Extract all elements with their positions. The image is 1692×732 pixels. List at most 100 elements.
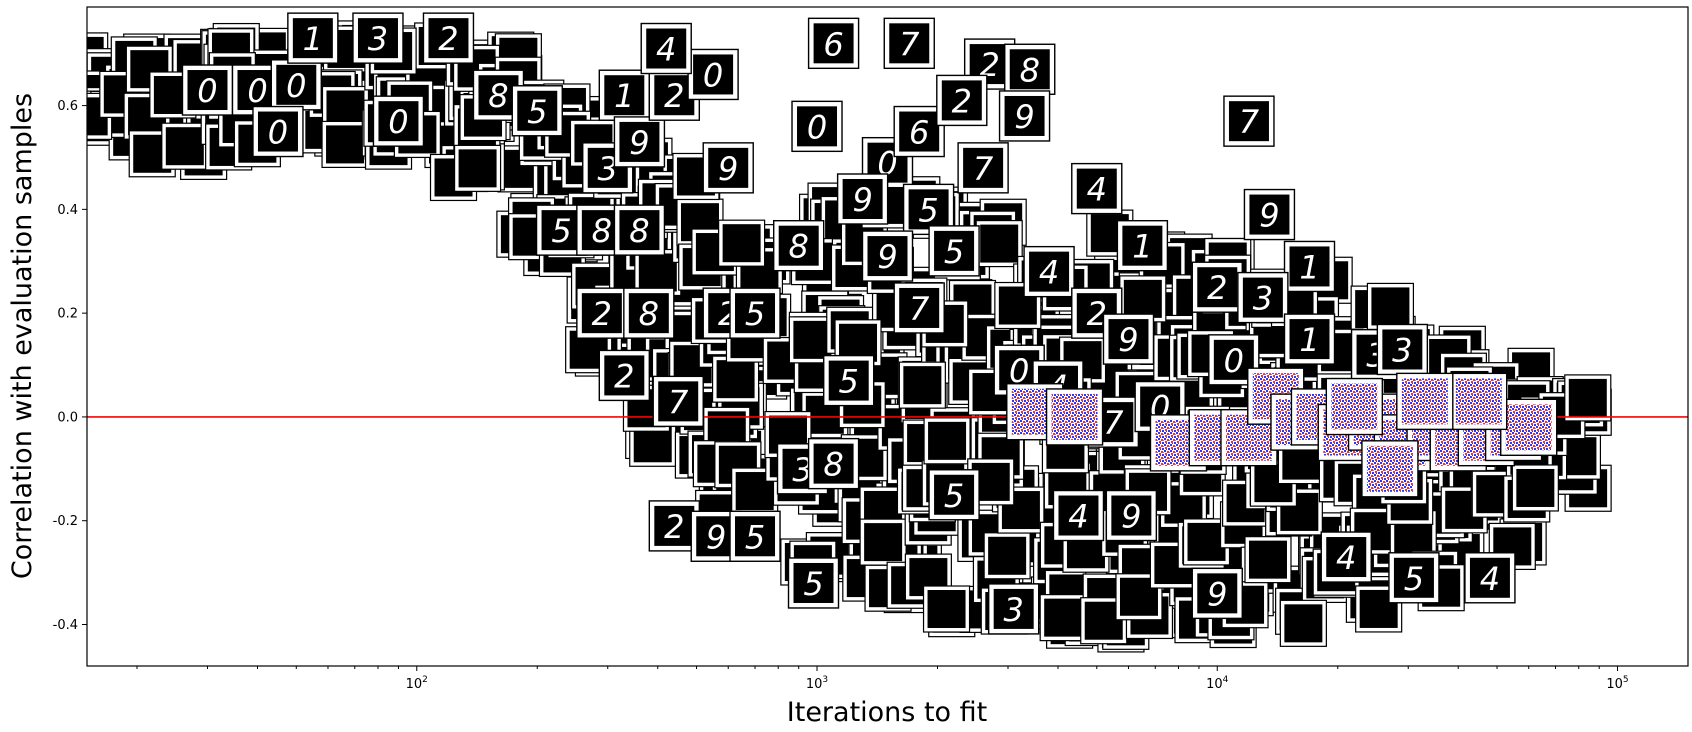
digit-glyph: 5	[745, 295, 765, 333]
noise-thumbnail-marker	[1396, 372, 1454, 431]
digit-thumbnail-marker: 5	[511, 85, 563, 137]
noise-thumbnail-marker	[1450, 372, 1508, 431]
digit-glyph: 9	[1207, 575, 1227, 613]
digit-glyph: 2	[592, 295, 612, 333]
x-tick-label: 105	[1606, 675, 1628, 692]
digit-thumbnail-marker: 0	[687, 48, 739, 101]
digit-thumbnail-marker: 1	[598, 69, 651, 121]
digit-thumbnail-marker: 6	[893, 105, 945, 158]
digit-glyph: 4	[1480, 560, 1500, 598]
digit-thumbnail-marker: 8	[623, 287, 675, 339]
digit-glyph: 5	[551, 212, 571, 250]
digit-glyph: 2	[438, 20, 458, 58]
digit-thumbnail-marker: 5	[928, 225, 980, 277]
digit-thumbnail-marker: 2	[936, 74, 988, 127]
digit-thumbnail-marker: 8	[1004, 43, 1056, 95]
digit-glyph: 1	[1299, 321, 1319, 359]
digit-thumbnail-marker: 9	[1243, 188, 1296, 241]
digit-glyph: 0	[197, 72, 217, 110]
digit-thumbnail-marker: 5	[928, 469, 980, 521]
digit-glyph: 9	[852, 181, 872, 219]
digit-thumbnail-marker: 4	[1052, 489, 1105, 542]
digit-thumbnail-marker: 8	[773, 219, 825, 272]
digit-glyph: 9	[1118, 321, 1138, 359]
digit-glyph: 5	[803, 565, 823, 603]
digit-thumbnail-marker: 4	[1071, 162, 1123, 215]
digit-glyph: 3	[1392, 331, 1412, 369]
digit-glyph: 0	[286, 67, 306, 105]
digit-glyph: 6	[823, 25, 843, 63]
digit-glyph: 9	[877, 238, 897, 276]
digit-glyph: 2	[979, 46, 999, 84]
digit-thumbnail-marker: 5	[823, 354, 875, 407]
thumbnail-background	[983, 532, 1031, 580]
digit-glyph: 5	[839, 363, 859, 401]
digit-thumbnail-marker: 4	[1023, 245, 1075, 298]
digit-glyph: 2	[664, 508, 684, 546]
digit-thumbnail-marker: 7	[957, 142, 1009, 194]
digit-glyph: 7	[973, 150, 994, 188]
digit-glyph: 8	[629, 212, 649, 250]
digit-glyph: 3	[792, 451, 812, 489]
noise-thumbnail-marker	[1500, 398, 1558, 457]
digit-glyph: 9	[1014, 98, 1034, 136]
digit-glyph: 3	[598, 150, 618, 188]
thumbnail-background	[718, 219, 766, 267]
digit-glyph: 9	[718, 150, 738, 188]
y-axis: -0.4 -0.2 0.0 0.2 0.4 0.6	[53, 99, 87, 633]
digit-glyph: 8	[592, 212, 612, 250]
digit-glyph: 0	[268, 114, 288, 152]
digit-thumbnail-marker: 5	[1388, 552, 1440, 604]
digit-thumbnail-marker: 4	[1320, 531, 1372, 583]
y-tick-label: 0.0	[57, 410, 78, 425]
digit-thumbnail-marker: 2	[422, 12, 475, 64]
digit-thumbnail-marker: 7	[883, 17, 935, 70]
digit-thumbnail-marker: 8	[613, 204, 666, 256]
digit-glyph: 0	[388, 103, 408, 141]
x-tick-label: 104	[1206, 675, 1229, 692]
digit-thumbnail-marker: 0	[181, 64, 234, 116]
thumbnail-background	[975, 219, 1023, 268]
digit-glyph: 0	[247, 72, 267, 110]
thumbnail-background	[898, 361, 946, 409]
digit-thumbnail-marker: 2	[1071, 287, 1123, 339]
digit-glyph: 2	[614, 357, 634, 395]
digit-thumbnail-marker: 1	[1283, 240, 1336, 293]
digit-thumbnail-marker: 1	[1283, 313, 1336, 365]
thumbnail-background	[859, 518, 907, 566]
thumbnail-background	[321, 120, 369, 169]
digit-glyph: 2	[664, 77, 684, 115]
digit-thumbnail-marker: 5	[729, 510, 781, 562]
thumbnail-background	[1279, 599, 1327, 647]
digit-glyph: 2	[1087, 295, 1107, 333]
digit-glyph: 4	[1336, 539, 1356, 577]
digit-glyph: 0	[1224, 342, 1244, 380]
y-axis-title: Correlation with evaluation samples	[7, 93, 38, 579]
digit-glyph: 9	[629, 124, 649, 162]
digit-thumbnail-marker: 1	[1116, 219, 1169, 272]
y-tick-label: -0.2	[53, 514, 78, 529]
digit-glyph: 0	[703, 56, 723, 94]
digit-thumbnail-marker: 4	[640, 22, 692, 75]
digit-glyph: 3	[1004, 591, 1024, 629]
digit-thumbnail-marker: 2	[648, 500, 701, 552]
digit-glyph: 9	[1121, 498, 1141, 536]
digit-thumbnail-marker: 0	[252, 105, 304, 158]
digit-thumbnail-marker: 0	[791, 100, 843, 153]
digit-glyph: 5	[918, 191, 938, 229]
digit-glyph: 3	[1253, 280, 1273, 318]
digit-thumbnail-marker: 7	[1223, 95, 1275, 147]
digit-thumbnail-marker: 7	[652, 375, 704, 428]
thumbnail-background	[711, 355, 760, 403]
digit-glyph: 5	[944, 477, 964, 515]
thumbnail-background	[1349, 507, 1397, 555]
digit-thumbnail-marker: 9	[613, 116, 666, 168]
y-tick-label: 0.6	[57, 99, 78, 114]
digit-glyph: 7	[1103, 404, 1124, 442]
digit-thumbnail-marker: 5	[787, 557, 840, 609]
digit-glyph: 7	[899, 25, 920, 63]
digit-thumbnail-marker: 1	[287, 12, 339, 64]
digit-glyph: 7	[1239, 103, 1260, 141]
digit-glyph: 0	[1009, 352, 1029, 390]
